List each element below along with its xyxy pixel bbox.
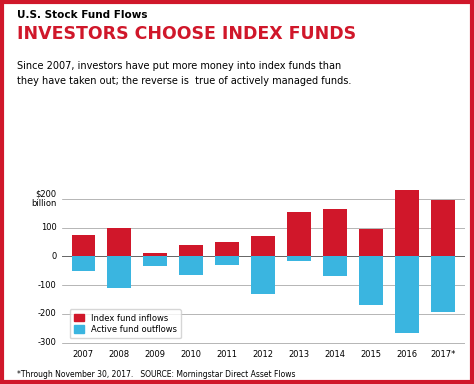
Bar [395,190,419,257]
Bar [180,257,203,275]
Bar [215,242,239,257]
Bar [287,257,311,261]
Bar [251,257,275,294]
Bar [144,253,167,257]
Text: U.S. Stock Fund Flows: U.S. Stock Fund Flows [17,10,147,20]
Bar [180,245,203,257]
Text: INVESTORS CHOOSE INDEX FUNDS: INVESTORS CHOOSE INDEX FUNDS [17,25,355,43]
Bar [323,257,346,276]
Text: Since 2007, investors have put more money into index funds than
they have taken : Since 2007, investors have put more mone… [17,61,351,86]
Bar [72,257,95,271]
Bar [108,227,131,257]
Bar [108,257,131,288]
Bar [72,235,95,257]
Text: *Through November 30, 2017.   SOURCE: Morningstar Direct Asset Flows: *Through November 30, 2017. SOURCE: Morn… [17,371,295,379]
Bar [395,257,419,333]
Bar [251,236,275,257]
Bar [359,257,383,305]
Bar [323,209,346,257]
Bar [287,212,311,257]
Legend: Index fund inflows, Active fund outflows: Index fund inflows, Active fund outflows [70,310,181,338]
Bar [359,229,383,257]
Bar [144,257,167,266]
Bar [431,200,455,257]
Bar [215,257,239,265]
Bar [431,257,455,313]
